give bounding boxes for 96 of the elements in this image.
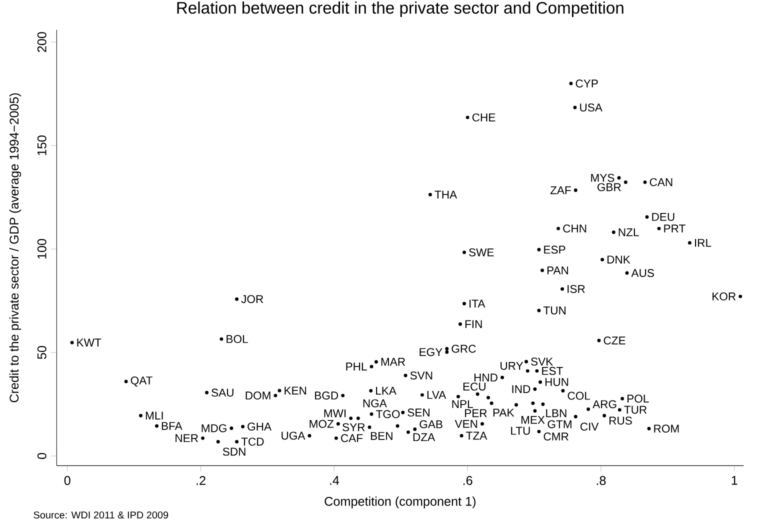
data-label: ARG	[592, 400, 616, 408]
data-label: BEN	[370, 432, 392, 440]
y-tick-label: 50	[37, 346, 46, 360]
data-label: NPL	[452, 400, 473, 408]
data-label: ITA	[470, 300, 486, 308]
data-label: MLI	[146, 412, 163, 420]
data-label: THA	[434, 190, 458, 198]
data-label: QAT	[130, 376, 152, 386]
data-label: CZE	[604, 336, 626, 344]
data-label: IND	[512, 385, 530, 394]
data-label: MDG	[202, 424, 226, 432]
data-label: VEN	[454, 420, 478, 428]
data-label: POL	[628, 394, 649, 403]
y-tick-label: 150	[37, 136, 46, 156]
y-tick-label: 200	[37, 32, 46, 52]
data-label: MOZ	[310, 420, 334, 428]
data-label: TUN	[543, 306, 566, 314]
data-label: GAB	[420, 420, 442, 428]
data-label: CAF	[341, 434, 363, 442]
x-tick-label: .8	[596, 476, 606, 485]
data-label: PAK	[493, 408, 514, 416]
data-label: HUN	[545, 378, 568, 386]
data-label: TZA	[466, 432, 488, 440]
data-label: LTU	[511, 426, 530, 435]
data-label: JOR	[241, 295, 264, 304]
data-label: CMR	[544, 432, 568, 441]
data-label: MYS	[591, 174, 614, 182]
data-label: GRC	[452, 344, 476, 353]
x-tick-label: .2	[196, 476, 206, 485]
data-label: PAN	[547, 266, 568, 274]
chart-title: Relation between credit in the private sector and Competition	[177, 2, 624, 18]
data-label: LBN	[546, 409, 566, 418]
data-label: BGD	[315, 392, 338, 400]
data-label: TUR	[624, 406, 647, 414]
data-label: IRL	[694, 238, 712, 247]
data-label: NER	[176, 434, 198, 442]
data-label: MWI	[324, 409, 346, 418]
data-label: EST	[542, 366, 563, 375]
data-label: SWE	[469, 248, 494, 256]
data-label: SYR	[342, 423, 365, 432]
data-label: NGA	[363, 399, 387, 408]
data-label: CIV	[580, 422, 599, 431]
data-label: FIN	[465, 320, 482, 328]
data-label: ZAF	[550, 186, 571, 194]
data-label: BOL	[226, 335, 248, 344]
data-label: KEN	[284, 386, 306, 394]
data-label: MEX	[521, 416, 545, 424]
data-label: GTM	[548, 420, 572, 428]
data-label: ROM	[654, 424, 679, 433]
data-label: PHL	[346, 362, 367, 370]
data-label: COL	[568, 392, 590, 400]
y-tick-label: 100	[37, 239, 46, 259]
y-axis-title: Credit to the private sector / GDP (average 1994−2005)	[9, 93, 22, 402]
data-label: URY	[500, 362, 524, 370]
x-tick-label: .6	[463, 476, 472, 485]
data-label: AUS	[631, 269, 654, 278]
data-label: SVN	[410, 371, 432, 380]
data-label: SVK	[531, 358, 553, 366]
data-label: SEN	[408, 408, 430, 416]
data-label: CYP	[576, 80, 598, 88]
data-label: GHA	[248, 422, 272, 431]
data-label: HND	[474, 374, 498, 382]
data-label: ISR	[568, 284, 585, 293]
data-label: SAU	[212, 388, 234, 397]
source-note: Source: WDI 2011 & IPD 2009	[34, 511, 168, 519]
data-label: CHE	[472, 113, 496, 122]
data-label: BFA	[162, 422, 182, 430]
data-label: PER	[465, 409, 487, 418]
data-label: DNK	[607, 256, 630, 264]
data-label: RUS	[609, 416, 632, 425]
x-tick-label: 0	[64, 476, 70, 485]
data-label: GBR	[597, 183, 621, 192]
data-label: TCD	[241, 438, 264, 446]
data-label: EGY	[420, 348, 442, 356]
data-label: DEU	[652, 213, 674, 221]
data-label: PRT	[664, 224, 686, 232]
data-label: DZA	[413, 433, 436, 442]
data-label: DOM	[246, 392, 270, 400]
data-label: LVA	[427, 391, 446, 399]
data-label: UGA	[282, 432, 306, 440]
data-label: CHN	[563, 224, 586, 233]
data-label: CAN	[650, 178, 672, 186]
data-label: LKA	[376, 386, 396, 395]
data-label: ECU	[463, 382, 486, 391]
data-label: ESP	[544, 246, 566, 254]
x-tick-label: 1	[732, 476, 738, 485]
data-label: MAR	[381, 358, 406, 366]
x-axis-title: Competition (component 1)	[324, 496, 476, 508]
data-label: USA	[580, 104, 602, 112]
data-label: NZL	[618, 228, 639, 236]
data-label: TGO	[376, 410, 400, 418]
x-tick-label: .4	[330, 476, 340, 485]
data-label: KWT	[77, 338, 102, 346]
y-tick-label: 0	[37, 452, 46, 459]
data-label: SDN	[222, 448, 246, 456]
data-label: KOR	[712, 292, 736, 300]
